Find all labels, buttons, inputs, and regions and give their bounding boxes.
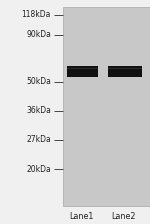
- Bar: [67, 68, 98, 69]
- Text: Lane2: Lane2: [111, 212, 136, 221]
- Text: 20kDa: 20kDa: [26, 165, 51, 174]
- Text: 27kDa: 27kDa: [26, 136, 51, 144]
- Text: 118kDa: 118kDa: [22, 10, 51, 19]
- Text: Lane1: Lane1: [70, 212, 94, 221]
- Text: 90kDa: 90kDa: [26, 30, 51, 39]
- Bar: [108, 66, 142, 77]
- Bar: [63, 7, 150, 206]
- Bar: [108, 68, 142, 69]
- Text: 50kDa: 50kDa: [26, 77, 51, 86]
- Bar: [67, 66, 98, 77]
- Text: 36kDa: 36kDa: [26, 106, 51, 115]
